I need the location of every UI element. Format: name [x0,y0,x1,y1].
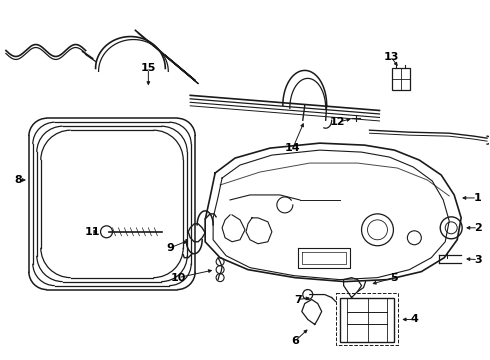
Text: 15: 15 [141,63,156,73]
Text: 9: 9 [166,243,174,253]
Text: 5: 5 [391,273,398,283]
Bar [340,298,394,342]
Text: 11: 11 [85,227,100,237]
Text: 10: 10 [171,273,186,283]
Text: 12: 12 [330,117,345,127]
Bar [392,68,410,90]
Text: 8: 8 [14,175,22,185]
Text: 13: 13 [384,53,399,63]
Text: 6: 6 [291,336,299,346]
Text: 3: 3 [474,255,482,265]
Text: 4: 4 [411,314,418,324]
Text: 1: 1 [473,193,481,203]
Text: 14: 14 [285,143,301,153]
Text: 7: 7 [294,294,302,305]
Text: 2: 2 [474,223,482,233]
Bar [336,293,398,345]
